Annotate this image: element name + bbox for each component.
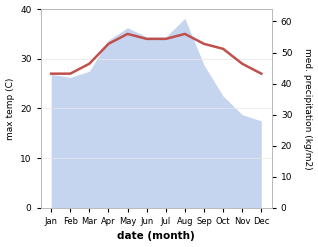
Y-axis label: med. precipitation (kg/m2): med. precipitation (kg/m2) — [303, 48, 313, 169]
Y-axis label: max temp (C): max temp (C) — [5, 77, 15, 140]
X-axis label: date (month): date (month) — [117, 231, 195, 242]
